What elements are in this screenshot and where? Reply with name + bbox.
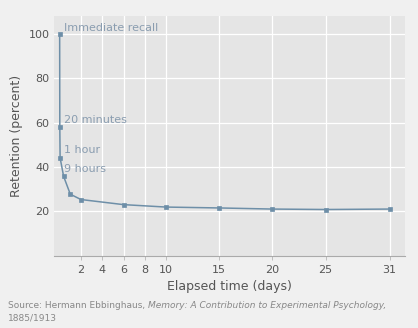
Y-axis label: Retention (percent): Retention (percent) (10, 75, 23, 197)
X-axis label: Elapsed time (days): Elapsed time (days) (168, 280, 292, 294)
Text: 1885/1913: 1885/1913 (8, 313, 57, 322)
Text: Immediate recall: Immediate recall (64, 23, 158, 33)
Text: 9 hours: 9 hours (64, 164, 106, 174)
Text: Memory: A Contribution to Experimental Psychology,: Memory: A Contribution to Experimental P… (148, 301, 387, 310)
Text: 1 hour: 1 hour (64, 145, 100, 155)
Text: 20 minutes: 20 minutes (64, 115, 127, 125)
Text: Source: Hermann Ebbinghaus,: Source: Hermann Ebbinghaus, (8, 301, 148, 310)
